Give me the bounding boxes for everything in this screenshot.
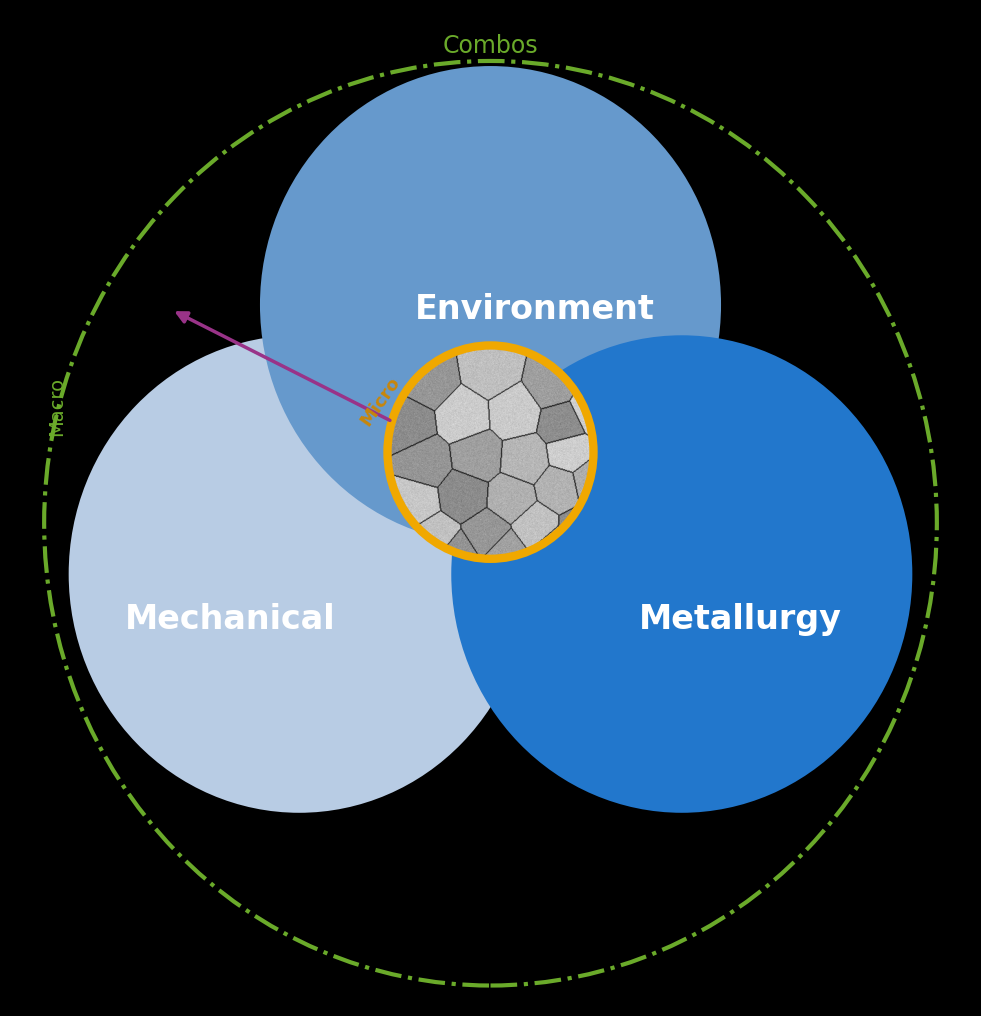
Circle shape xyxy=(260,66,721,544)
Text: Metallurgy: Metallurgy xyxy=(640,604,842,636)
Text: Environment: Environment xyxy=(415,294,654,326)
Text: Macro: Macro xyxy=(47,377,67,436)
Text: Combos: Combos xyxy=(442,34,539,58)
Circle shape xyxy=(69,335,530,813)
Circle shape xyxy=(451,335,912,813)
Text: Mechanical: Mechanical xyxy=(126,604,336,636)
Text: Micro: Micro xyxy=(357,373,404,430)
